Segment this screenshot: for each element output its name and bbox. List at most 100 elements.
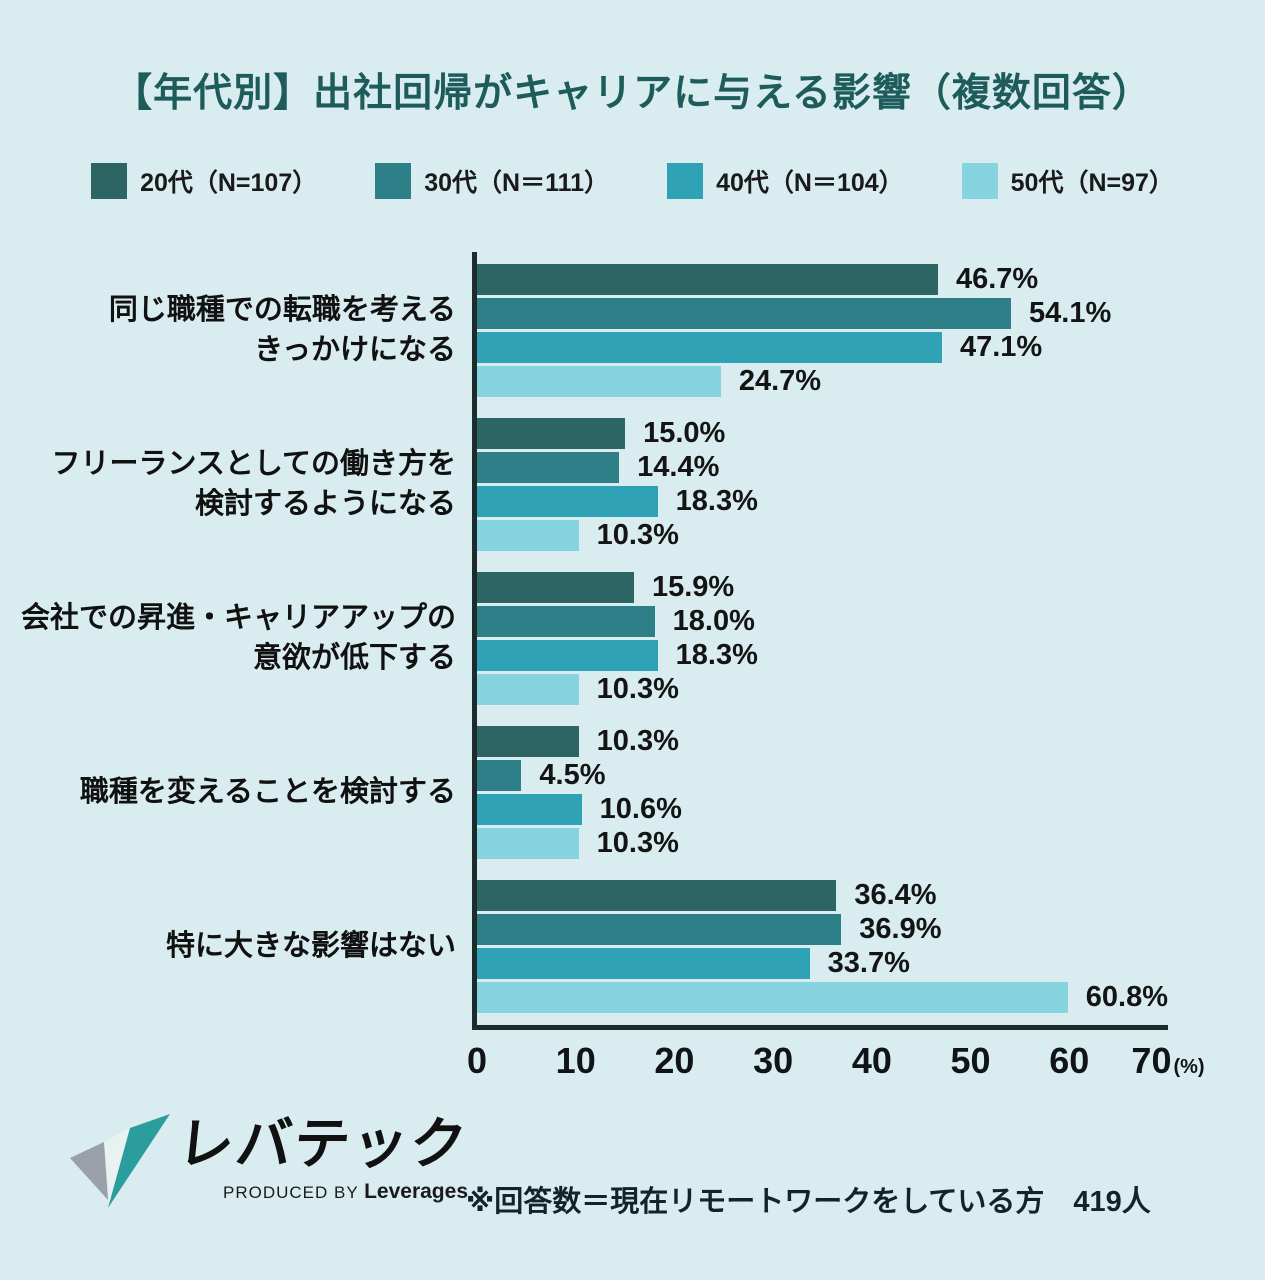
category-group-0: 同じ職種での転職を考える きっかけになる 46.7% 54.1% 47.1% 24.7% <box>0 263 1168 397</box>
bar-value-label: 10.3% <box>596 673 679 705</box>
bar-row: 60.8% <box>477 981 1168 1013</box>
bar-row: 18.3% <box>477 485 1168 517</box>
x-tick-0: 0 <box>466 1040 488 1081</box>
category-group-2: 会社での昇進・キャリアアップの 意欲が低下する 15.9% 18.0% 18.3% 10… <box>0 571 1168 705</box>
logo-subtext-prefix: PRODUCED BY <box>222 1183 365 1203</box>
bar-value-label: 33.7% <box>827 947 910 979</box>
category-group-1: フリーランスとしての働き方を 検討するようになる 15.0% 14.4% 18.3% 1… <box>0 417 1168 551</box>
category-bars: 36.4% 36.9% 33.7% 60.8% <box>472 879 1168 1013</box>
bar-series-3 <box>477 982 1068 1013</box>
category-bars: 15.9% 18.0% 18.3% 10.3% <box>472 571 1168 705</box>
bar-series-0 <box>477 418 626 449</box>
x-tick-70: 70 (%) <box>1131 1040 1205 1081</box>
chart-title: 【年代別】出社回帰がキャリアに与える影響（複数回答） <box>113 72 1152 115</box>
bar-value-label: 18.3% <box>675 639 758 671</box>
category-label: フリーランスとしての働き方を 検討するようになる <box>51 448 456 520</box>
category-group-4: 特に大きな影響はない 36.4% 36.9% 33.7% 60.8% <box>0 879 1168 1013</box>
bar-value-label: 24.7% <box>738 365 822 397</box>
legend-label: 30代（N＝111） <box>424 169 610 197</box>
bar-value-label: 10.3% <box>596 725 679 757</box>
bar-row: 33.7% <box>477 947 1168 979</box>
bar-value-label: 46.7% <box>955 263 1039 295</box>
bar-series-1 <box>477 760 522 791</box>
legend: 20代（N=107） 30代（N＝111） 40代（N＝104） 50代（N=97） <box>0 163 1265 199</box>
bar-row: 10.3% <box>477 827 1168 859</box>
bar-row: 15.0% <box>477 417 1168 449</box>
legend-swatch-icon <box>667 163 704 199</box>
levtech-logo: レバテック PRODUCED BY Leverages <box>68 1112 471 1212</box>
x-axis-ticks: 0 10 20 30 40 50 60 70 (%) <box>467 1040 1205 1090</box>
bar-series-1 <box>477 452 620 483</box>
bar-value-label: 14.4% <box>637 451 720 483</box>
x-tick-30: 30 <box>753 1040 794 1081</box>
bar-row: 24.7% <box>477 365 1168 397</box>
category-group-3: 職種を変えることを検討する 10.3% 4.5% 10.6% 10.3% <box>0 725 1168 859</box>
category-bars: 10.3% 4.5% 10.6% 10.3% <box>472 725 1168 859</box>
bar-value-label: 60.8% <box>1085 981 1168 1013</box>
legend-item-3: 50代（N=97） <box>961 163 1174 199</box>
bar-row: 18.3% <box>477 639 1168 671</box>
x-tick-20: 20 <box>654 1040 695 1081</box>
legend-swatch-icon <box>375 163 412 199</box>
bar-row: 10.3% <box>477 519 1168 551</box>
category-bars: 15.0% 14.4% 18.3% 10.3% <box>472 417 1168 551</box>
bar-value-label: 36.9% <box>859 913 942 945</box>
bar-series-2 <box>477 486 658 517</box>
bar-series-0 <box>477 726 579 757</box>
chart-rows: 同じ職種での転職を考える きっかけになる 46.7% 54.1% 47.1% 24.7%… <box>0 252 1168 1025</box>
bar-series-0 <box>477 880 837 911</box>
bar-row: 14.4% <box>477 451 1168 483</box>
logo-subtext: PRODUCED BY Leverages <box>223 1180 468 1204</box>
bar-value-label: 10.3% <box>596 827 679 859</box>
bar-row: 4.5% <box>477 759 1168 791</box>
bar-series-3 <box>477 828 579 859</box>
category-label: 特に大きな影響はない <box>165 929 456 962</box>
bar-value-label: 4.5% <box>539 759 606 791</box>
bar-row: 10.3% <box>477 725 1168 757</box>
category-label: 会社での昇進・キャリアアップの 意欲が低下する <box>20 602 456 674</box>
bar-value-label: 10.3% <box>596 519 679 551</box>
legend-item-1: 30代（N＝111） <box>375 163 609 199</box>
bar-value-label: 36.4% <box>854 879 937 911</box>
bar-value-label: 47.1% <box>959 331 1043 363</box>
logo-wordmark: レバテック <box>174 1112 472 1175</box>
bar-row: 36.4% <box>477 879 1168 911</box>
bar-row: 10.3% <box>477 673 1168 705</box>
bar-value-label: 10.6% <box>599 793 682 825</box>
x-axis-unit: (%) <box>1173 1056 1205 1078</box>
bar-series-3 <box>477 674 579 705</box>
bar-row: 46.7% <box>477 263 1168 295</box>
logo-subtext-brand: Leverages <box>364 1180 468 1204</box>
bar-value-label: 54.1% <box>1029 297 1112 329</box>
bar-series-0 <box>477 264 938 295</box>
bar-row: 36.9% <box>477 913 1168 945</box>
levtech-logo-icon <box>70 1114 170 1208</box>
legend-swatch-icon <box>91 163 128 199</box>
x-tick-50: 50 <box>950 1040 991 1081</box>
category-label: 職種を変えることを検討する <box>79 775 456 808</box>
bar-row: 18.0% <box>477 605 1168 637</box>
bar-series-1 <box>477 298 1012 329</box>
legend-label: 40代（N＝104） <box>716 169 904 197</box>
bar-value-label: 18.3% <box>675 485 758 517</box>
bar-series-1 <box>477 606 655 637</box>
bar-series-1 <box>477 914 842 945</box>
legend-label: 20代（N=107） <box>140 169 318 197</box>
bar-value-label: 15.0% <box>643 417 726 449</box>
bar-row: 10.6% <box>477 793 1168 825</box>
y-axis-line <box>472 252 477 1030</box>
bar-value-label: 18.0% <box>672 605 755 637</box>
x-tick-10: 10 <box>555 1040 596 1081</box>
bar-series-0 <box>477 572 634 603</box>
legend-item-0: 20代（N=107） <box>91 163 317 199</box>
x-tick-40: 40 <box>851 1040 892 1081</box>
x-tick-60: 60 <box>1049 1040 1090 1081</box>
bar-chart: 同じ職種での転職を考える きっかけになる 46.7% 54.1% 47.1% 24.7%… <box>0 252 1205 1081</box>
x-axis-line <box>472 1025 1168 1030</box>
bar-series-2 <box>477 948 810 979</box>
bar-series-2 <box>477 794 582 825</box>
bar-series-3 <box>477 366 721 397</box>
bar-row: 15.9% <box>477 571 1168 603</box>
bar-row: 47.1% <box>477 331 1168 363</box>
